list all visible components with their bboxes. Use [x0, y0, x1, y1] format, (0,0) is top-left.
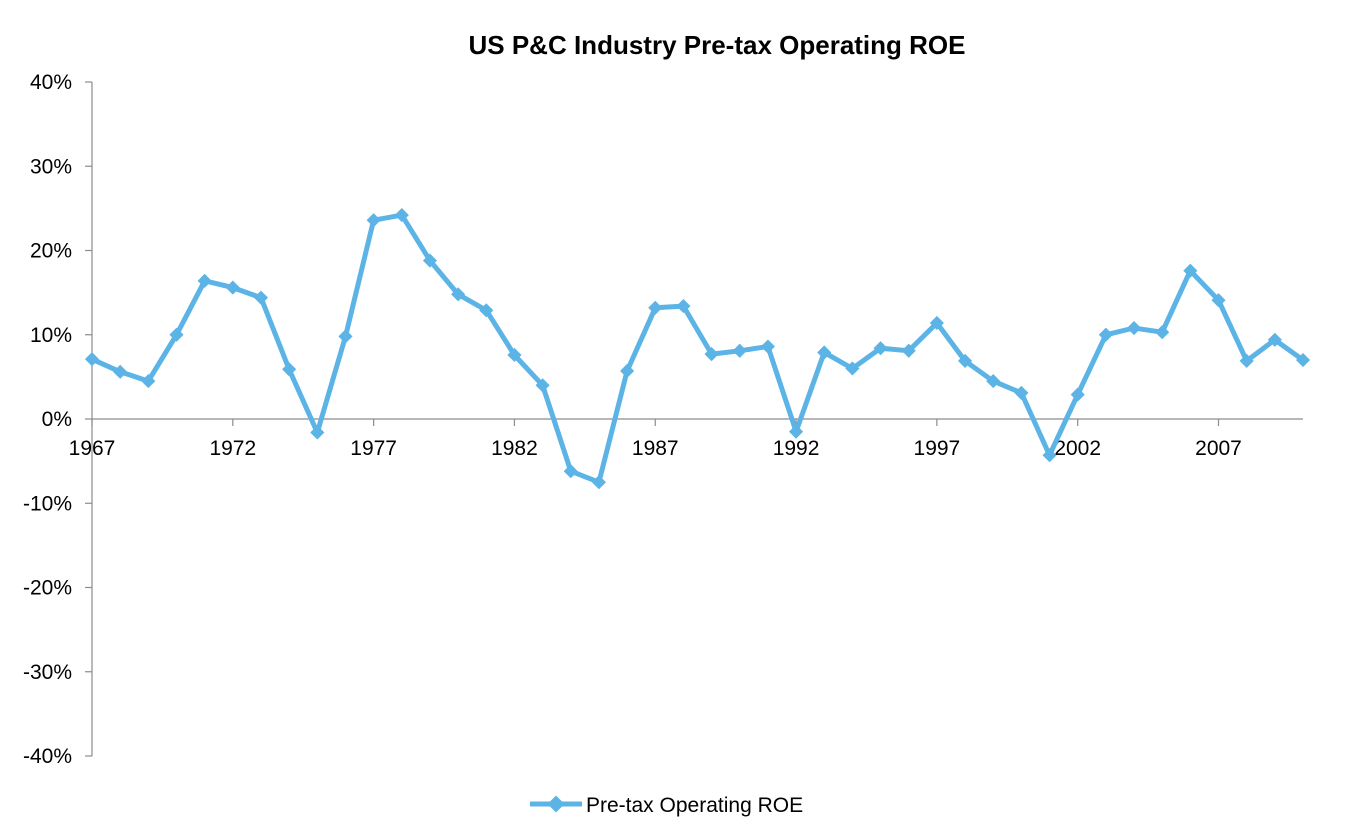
- data-point: [84, 352, 100, 367]
- data-point: [704, 347, 719, 362]
- y-tick-label: 30%: [30, 155, 72, 178]
- data-point: [901, 343, 916, 358]
- x-tick-label: 1997: [914, 437, 961, 460]
- data-point: [563, 464, 578, 479]
- data-point: [591, 475, 607, 490]
- data-point: [169, 327, 184, 342]
- data-point: [113, 364, 128, 379]
- data-point: [845, 361, 860, 376]
- plot-area: [84, 208, 1311, 490]
- data-point: [1267, 332, 1282, 347]
- data-point: [1042, 448, 1057, 463]
- data-point: [788, 424, 804, 439]
- y-tick-label: 10%: [30, 324, 72, 347]
- data-point: [1239, 353, 1254, 368]
- data-point: [676, 299, 691, 314]
- data-point: [1126, 320, 1142, 336]
- data-point: [394, 208, 409, 223]
- data-point: [253, 290, 269, 305]
- data-point: [225, 280, 240, 295]
- data-point: [479, 303, 494, 318]
- x-tick-label: 1982: [491, 437, 538, 460]
- data-point: [873, 341, 888, 356]
- legend-marker: [547, 795, 565, 813]
- data-point: [1295, 352, 1311, 368]
- x-tick-label: 2007: [1195, 437, 1242, 460]
- legend: Pre-tax Operating ROE: [530, 794, 803, 817]
- y-axis: -40% -30% -20% -10% 0% 10% 20% 30% 40%: [23, 71, 93, 768]
- data-point: [760, 339, 775, 354]
- data-point: [197, 273, 212, 288]
- data-point: [366, 213, 381, 228]
- data-point: [732, 343, 747, 358]
- y-tick-label: -10%: [23, 492, 72, 515]
- x-axis: 1967 1972 1977 1982 1987 1992 1997 2002 2007: [69, 418, 1303, 460]
- data-point: [451, 287, 466, 302]
- x-tick-label: 1987: [632, 437, 679, 460]
- data-point: [1155, 325, 1170, 340]
- data-point: [620, 363, 635, 379]
- y-tick-label: -30%: [23, 661, 72, 684]
- legend-label: Pre-tax Operating ROE: [586, 794, 803, 817]
- data-point: [282, 362, 297, 377]
- x-tick-label: 2002: [1054, 437, 1101, 460]
- data-point: [648, 300, 663, 315]
- data-point: [310, 425, 325, 440]
- data-point: [1098, 327, 1113, 342]
- data-point: [1211, 293, 1226, 308]
- y-tick-label: 0%: [42, 408, 72, 431]
- data-point: [1070, 387, 1085, 402]
- data-point: [986, 374, 1001, 389]
- y-tick-label: -40%: [23, 745, 72, 768]
- x-tick-label: 1977: [350, 437, 397, 460]
- data-point: [1014, 385, 1029, 400]
- x-tick-label: 1972: [209, 437, 256, 460]
- chart-title: US P&C Industry Pre-tax Operating ROE: [469, 30, 966, 60]
- y-tick-label: 40%: [30, 71, 72, 94]
- data-point: [338, 329, 353, 344]
- data-point: [929, 315, 944, 331]
- data-point: [957, 353, 973, 368]
- y-tick-label: 20%: [30, 240, 72, 263]
- series-line: [89, 212, 1306, 485]
- x-tick-label: 1992: [773, 437, 820, 460]
- data-point: [422, 253, 438, 268]
- data-point: [1183, 263, 1198, 278]
- data-point: [817, 345, 832, 360]
- x-tick-label: 1967: [69, 437, 116, 460]
- data-point: [141, 374, 156, 389]
- y-tick-label: -20%: [23, 577, 72, 600]
- data-point: [535, 378, 550, 393]
